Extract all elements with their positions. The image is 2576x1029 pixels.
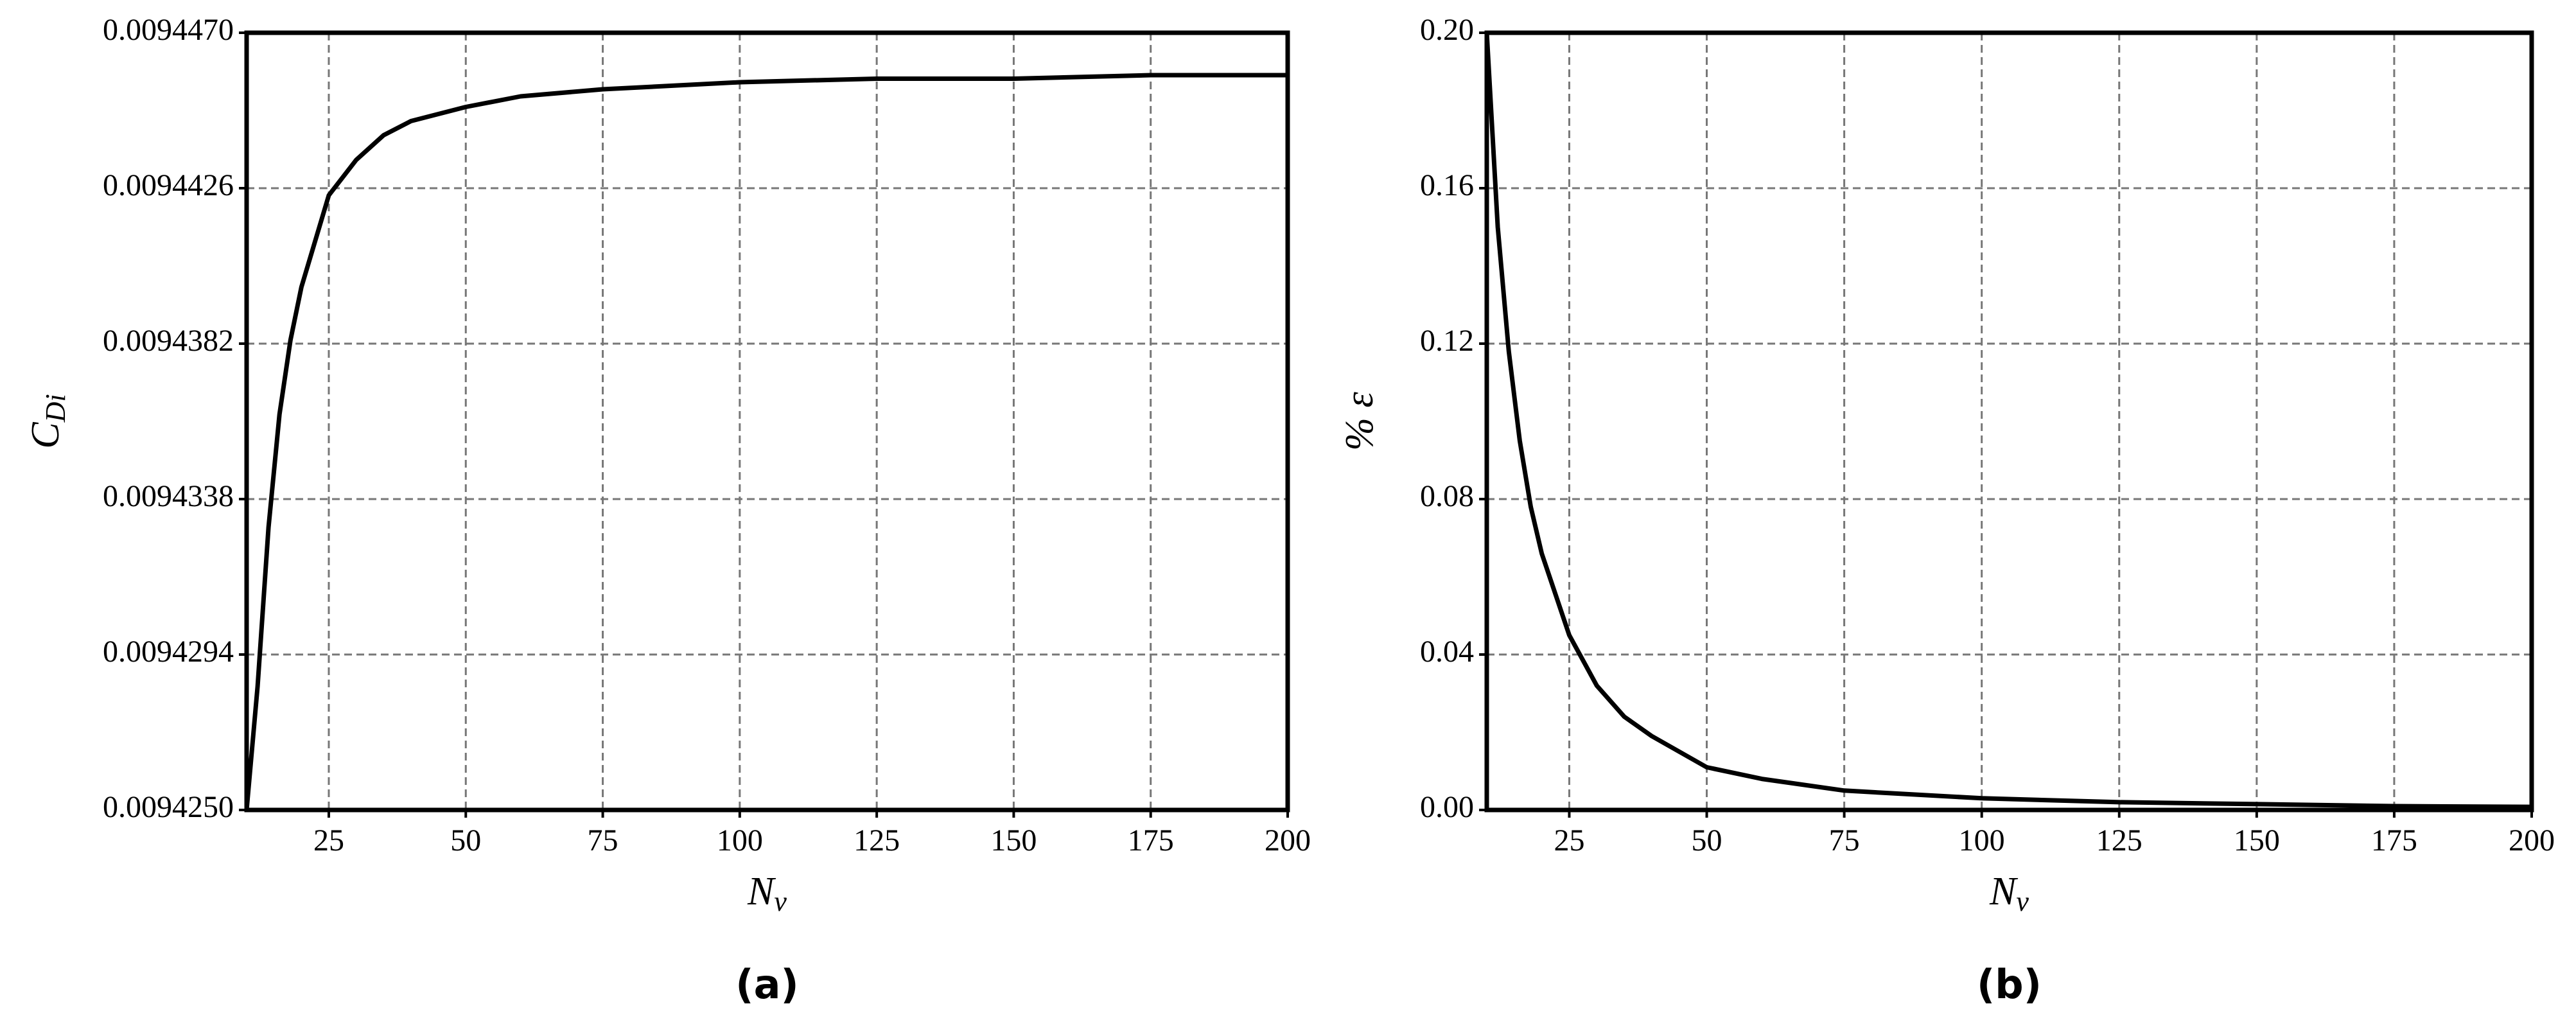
y-tick-label: 0.0094426 xyxy=(103,168,234,202)
data-line xyxy=(244,73,1288,811)
y-tick-label: 0.04 xyxy=(1420,635,1474,669)
x-tick-label: 175 xyxy=(2371,823,2417,858)
y-axis-label-sub: Di xyxy=(40,394,71,423)
plot-frame xyxy=(244,30,1290,813)
x-tick-label: 125 xyxy=(2096,823,2142,858)
x-tick-label: 100 xyxy=(717,823,763,858)
y-tick-label: 0.12 xyxy=(1420,324,1474,358)
x-axis-label: Nν xyxy=(747,870,787,917)
x-axis-label-main: N xyxy=(1989,870,2019,913)
y-tick-label: 0.00 xyxy=(1420,790,1474,824)
y-axis-label: CDi xyxy=(24,394,71,448)
y-tick-label: 0.0094470 xyxy=(103,13,234,47)
y-axis-label-main: % ε xyxy=(1338,392,1381,451)
x-tick-label: 25 xyxy=(313,823,344,858)
y-tick-label: 0.0094338 xyxy=(103,479,234,513)
y-tick-label: 0.08 xyxy=(1420,479,1474,513)
y-axis-label: % ε xyxy=(1338,392,1381,451)
x-tick-label: 200 xyxy=(1265,823,1311,858)
y-tick-label: 0.0094250 xyxy=(103,790,234,824)
x-tick-label: 175 xyxy=(1128,823,1174,858)
x-tick-label: 200 xyxy=(2509,823,2555,858)
x-tick-label: 150 xyxy=(2234,823,2280,858)
x-axis-label-sub: ν xyxy=(774,886,787,917)
x-tick-label: 25 xyxy=(1554,823,1584,858)
plot-frame xyxy=(1484,30,2534,813)
y-axis-label-main: C xyxy=(24,422,67,449)
x-tick-label: 50 xyxy=(1692,823,1722,858)
data-line xyxy=(1484,32,2532,809)
x-axis-label-sub: ν xyxy=(2016,886,2029,917)
y-tick-label: 0.16 xyxy=(1420,168,1474,202)
x-tick-label: 75 xyxy=(588,823,618,858)
x-tick-label: 50 xyxy=(450,823,481,858)
x-tick-label: 75 xyxy=(1829,823,1860,858)
x-tick-label: 100 xyxy=(1959,823,2005,858)
y-tick-label: 0.20 xyxy=(1420,13,1474,47)
x-axis-label-main: N xyxy=(747,870,776,913)
y-tick-label: 0.0094294 xyxy=(103,635,234,669)
caption: (b) xyxy=(1977,961,2042,1008)
x-tick-label: 125 xyxy=(854,823,900,858)
caption: (a) xyxy=(735,961,799,1008)
x-axis-label: Nν xyxy=(1989,870,2029,917)
x-tick-label: 150 xyxy=(990,823,1037,858)
y-tick-label: 0.0094382 xyxy=(103,324,234,358)
